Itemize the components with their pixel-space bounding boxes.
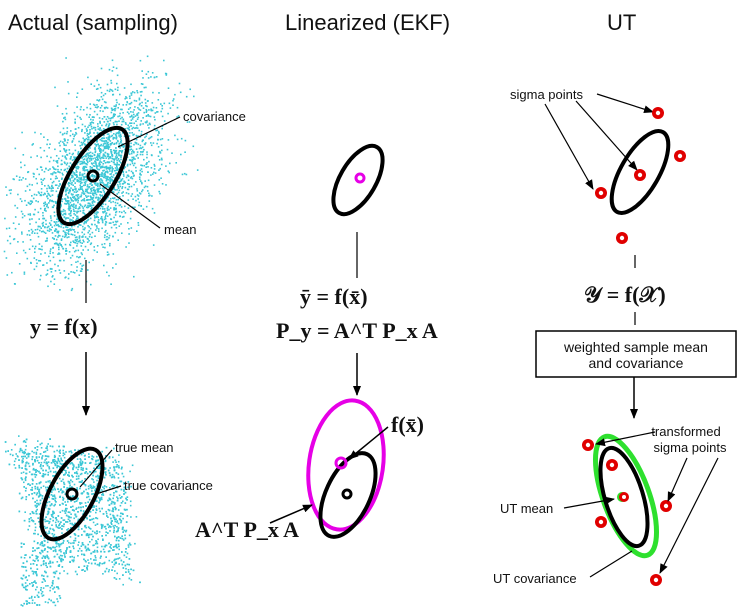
mean-label: mean: [164, 222, 197, 237]
covariance-ellipse: [56, 125, 130, 227]
true-covariance-label: true covariance: [124, 478, 213, 493]
ut-equation: 𝒴 = f(𝒳): [584, 282, 666, 307]
ekf-mean-equation: ȳ = f(x̄): [300, 284, 368, 309]
ekf-input-mean: [354, 172, 366, 184]
box-line-2: and covariance: [589, 355, 684, 371]
true-covariance-pointer: [95, 485, 122, 495]
covariance-label: covariance: [183, 109, 246, 124]
sigma-point: [616, 232, 628, 244]
true-mean-pointer: [79, 449, 113, 488]
ut-covariance-label: UT covariance: [493, 571, 577, 586]
ekf-input-ellipse: [331, 143, 385, 217]
sigma-point: [582, 439, 594, 451]
sigma-points-label: sigma points: [510, 87, 583, 102]
sample-cloud-input: [3, 55, 199, 292]
transformed-label-2: sigma points: [654, 440, 727, 455]
input-sigma-points: [595, 107, 686, 244]
output-sigma-points: [582, 439, 672, 586]
ut-covariance-pointer: [589, 550, 633, 578]
actual-equation: y = f(x): [30, 314, 98, 339]
sample-cloud-output: [4, 435, 141, 607]
true-mean-marker: [65, 487, 79, 501]
transformed-arrow-1: [595, 431, 656, 447]
sigma-arrow-2: [575, 100, 638, 171]
ekf-f-label: f(x̄): [391, 412, 424, 437]
ut-mean-arrow: [563, 496, 615, 509]
sigma-point: [595, 187, 607, 199]
title-ut: UT: [607, 10, 636, 35]
transformed-arrow-3: [659, 457, 719, 574]
ekf-output-mean: [334, 456, 348, 470]
true-mean-reference: [341, 488, 353, 500]
ekf-cov-equation: P_y = A^T P_x A: [276, 318, 438, 343]
sigma-arrow-3: [544, 103, 594, 190]
weighted-mean-box: [535, 330, 737, 378]
sigma-point: [595, 516, 607, 528]
true-mean-label: true mean: [115, 440, 174, 455]
sigma-point: [634, 169, 646, 181]
transformed-label-1: transformed: [651, 424, 720, 439]
sigma-point: [619, 492, 629, 502]
transformed-arrow-2: [667, 457, 688, 502]
mean-pointer: [99, 183, 161, 229]
sigma-point: [660, 500, 672, 512]
sigma-point: [650, 574, 662, 586]
mean-marker: [86, 169, 100, 183]
sigma-point: [674, 150, 686, 162]
title-actual: Actual (sampling): [8, 10, 178, 35]
sigma-point: [606, 459, 618, 471]
true-covariance-ellipse: [39, 446, 105, 542]
sigma-point: [652, 107, 664, 119]
true-ellipse-reference: [318, 451, 378, 539]
box-line-1: weighted sample mean: [563, 339, 708, 355]
title-ekf: Linearized (EKF): [285, 10, 450, 35]
ut-mean-label: UT mean: [500, 501, 553, 516]
cov-pointer: [269, 504, 313, 524]
covariance-pointer: [117, 116, 181, 148]
ekf-cov-label: A^T P_x A: [195, 517, 299, 542]
ekf-output-ellipse: [306, 398, 386, 532]
ut-input-ellipse: [609, 129, 671, 215]
sigma-arrow-1: [596, 93, 654, 114]
f-pointer: [348, 426, 389, 460]
